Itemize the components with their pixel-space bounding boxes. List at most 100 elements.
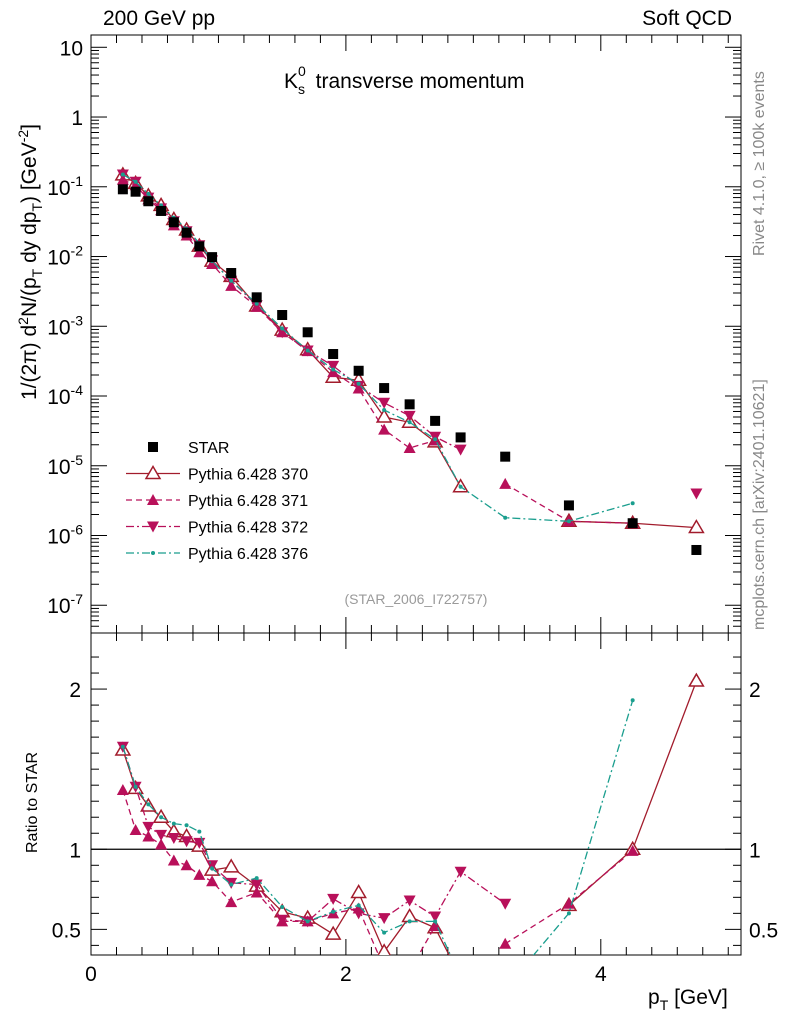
data-point xyxy=(429,911,442,923)
y-tick-label: 10-1 xyxy=(47,173,83,200)
x-tick-label: 4 xyxy=(595,963,607,986)
data-point xyxy=(151,551,155,555)
data-point xyxy=(433,437,438,442)
data-point xyxy=(133,179,138,184)
data-point xyxy=(382,930,387,935)
data-point xyxy=(148,442,158,452)
data-point xyxy=(250,879,263,891)
data-point xyxy=(503,987,507,991)
data-point xyxy=(324,925,342,940)
data-point xyxy=(378,913,391,925)
data-point xyxy=(229,882,234,887)
data-point xyxy=(331,367,336,372)
main-axes: 10-7 10-6 10-5 10-4 10-3 10-2 10-1 1 10 xyxy=(47,35,741,634)
data-point xyxy=(433,919,438,924)
data-point xyxy=(404,399,415,410)
x-axis-label: pT [GeV] xyxy=(648,986,728,1013)
ratio-y-tick-label: 0.5 xyxy=(52,919,81,942)
data-point xyxy=(120,744,125,749)
data-point xyxy=(305,919,310,924)
data-point xyxy=(377,943,391,955)
data-point xyxy=(193,246,206,258)
data-point xyxy=(197,829,202,834)
data-point xyxy=(378,423,391,435)
ratio-series xyxy=(114,672,705,991)
data-point xyxy=(403,441,416,453)
main-y-axis-label: 1/(2π) d2N/(pT dy dpT) [GeV-2] xyxy=(15,124,45,400)
y-tick-label: 10-4 xyxy=(47,382,83,409)
data-point xyxy=(688,672,705,687)
data-point xyxy=(222,858,240,873)
data-point xyxy=(117,184,128,195)
data-point xyxy=(277,310,288,321)
data-point xyxy=(171,821,176,826)
legend: STAR Pythia 6.428 370 Pythia 6.428 371 Pyth… xyxy=(126,440,308,563)
data-point xyxy=(327,893,340,905)
y-tick-label: 10-7 xyxy=(47,591,83,618)
legend-entry: Pythia 6.428 371 xyxy=(126,493,308,510)
data-point xyxy=(168,217,179,228)
ratio-series-pythia-6.428-370 xyxy=(114,672,705,955)
series-star xyxy=(117,184,702,555)
ratio-y-tick-label-right: 1 xyxy=(749,839,761,862)
mcplots-label: mcplots.cern.ch [arXiv:2401.10621] xyxy=(751,379,768,630)
legend-label: Pythia 6.428 371 xyxy=(188,493,308,510)
data-point xyxy=(566,519,571,524)
data-point xyxy=(142,821,155,833)
legend-label: Pythia 6.428 372 xyxy=(188,520,308,537)
y-tick-label: 10-5 xyxy=(47,452,83,479)
data-point xyxy=(356,903,361,908)
rivet-version-label: Rivet 4.1.0, ≥ 100k events xyxy=(751,71,768,256)
data-point xyxy=(280,326,285,331)
data-point xyxy=(144,465,162,480)
data-point xyxy=(375,408,393,423)
ratio-y-tick-label: 1 xyxy=(69,839,81,862)
data-point xyxy=(155,838,168,850)
data-point xyxy=(455,432,466,443)
analysis-id: (STAR_2006_I722757) xyxy=(345,591,488,607)
data-point xyxy=(630,501,635,506)
data-point xyxy=(116,783,129,795)
category-label: Soft QCD xyxy=(642,7,732,30)
data-point xyxy=(627,518,638,529)
data-point xyxy=(143,196,154,207)
data-point xyxy=(167,833,180,845)
data-point xyxy=(210,866,215,871)
legend-label: Pythia 6.428 370 xyxy=(188,467,308,484)
data-point xyxy=(403,895,416,907)
y-tick-label: 10 xyxy=(60,37,83,60)
x-tick-label: 2 xyxy=(340,963,352,986)
data-point xyxy=(146,191,151,196)
ratio-series-pythia-6.428-376 xyxy=(120,698,635,991)
energy-label: 200 GeV pp xyxy=(103,7,216,30)
data-point xyxy=(503,515,508,520)
data-point xyxy=(180,836,193,848)
ratio-line xyxy=(568,680,698,906)
data-point xyxy=(302,327,313,338)
data-point xyxy=(378,962,390,973)
data-point xyxy=(305,348,310,353)
data-point xyxy=(690,488,703,500)
data-point xyxy=(328,349,339,360)
data-point xyxy=(167,854,180,866)
legend-entry: Pythia 6.428 370 xyxy=(126,465,308,484)
data-point xyxy=(563,500,574,511)
data-point xyxy=(206,860,219,872)
y-tick-label: 10-6 xyxy=(47,522,83,549)
data-point xyxy=(382,408,387,413)
data-point xyxy=(120,172,125,177)
data-point xyxy=(404,965,416,976)
ratio-y-axis-label: Ratio to STAR xyxy=(24,752,41,853)
data-point xyxy=(566,911,571,916)
data-point xyxy=(194,241,205,252)
data-point xyxy=(499,937,512,949)
data-point xyxy=(327,360,340,372)
y-tick-label: 10-2 xyxy=(47,243,83,270)
data-point xyxy=(225,896,238,908)
data-point xyxy=(407,919,412,924)
plot-title: Ks0 transverse momentum xyxy=(284,63,525,97)
data-point xyxy=(133,784,138,789)
data-point xyxy=(458,484,463,489)
data-point xyxy=(499,898,512,910)
data-point xyxy=(276,914,289,926)
